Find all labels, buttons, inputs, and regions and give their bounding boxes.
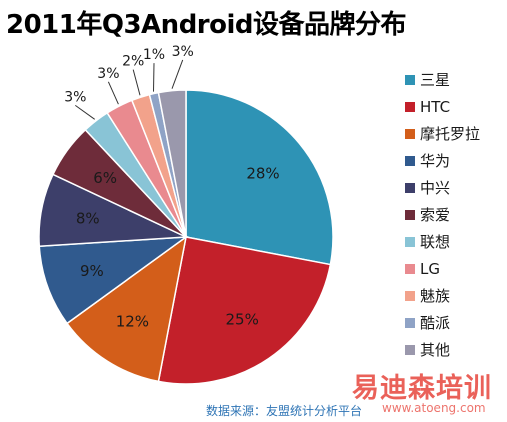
pie-chart: 28%25%12%9%8%6%3%3%2%1% 3% (38, 44, 334, 385)
leader-line-other (171, 59, 184, 89)
legend-label: 索爱 (420, 206, 451, 224)
legend-swatch (405, 128, 415, 139)
data-labels: 28%25%12%9%8%6%3%3%2%1% 3% (64, 44, 279, 330)
legend-label: 摩托罗拉 (420, 125, 481, 143)
legend-item-motorola: 摩托罗拉 (405, 120, 480, 147)
legend-item-samsung: 三星 (405, 66, 480, 93)
legend-swatch (405, 155, 415, 166)
legend-label: 其他 (420, 341, 451, 359)
pie-slice-samsung (185, 89, 334, 266)
data-label-zte: 8% (76, 209, 100, 227)
legend-swatch (405, 344, 415, 355)
legend-label: 中兴 (420, 179, 451, 197)
pie-slice-motorola (66, 235, 188, 383)
legend-item-htc: HTC (405, 93, 480, 120)
pie-slice-htc (157, 236, 332, 385)
legend-swatch (405, 290, 415, 301)
legend-item-meizu: 魅族 (405, 282, 480, 309)
legend-label: 三星 (420, 71, 451, 89)
legend-label: 魅族 (420, 287, 451, 305)
watermark-url: www.atoeng.com (382, 401, 486, 415)
pie-slice-other (157, 89, 187, 238)
legend-swatch (405, 101, 415, 112)
data-label-meizu: 2% (122, 54, 144, 70)
pie-slice-huawei (38, 236, 189, 325)
legend-item-other: 其他 (405, 336, 480, 363)
data-label-motorola: 12% (116, 312, 149, 330)
legend-swatch (405, 182, 415, 193)
legend-label: 酷派 (420, 314, 451, 332)
legend-swatch (405, 263, 415, 274)
leader-lines (75, 59, 184, 120)
data-label-htc: 25% (226, 311, 259, 329)
legend-swatch (405, 209, 415, 220)
legend-label: 华为 (420, 152, 451, 170)
leader-line-meizu (132, 69, 141, 96)
legend-item-sony-ericsson: 索爱 (405, 201, 480, 228)
data-label-lenovo: 3% (64, 89, 86, 105)
legend-item-lg: LG (405, 255, 480, 282)
watermark-logo: 易迪森培训 (352, 373, 492, 404)
legend-swatch (405, 74, 415, 85)
leader-line-coolpad (153, 63, 155, 92)
legend-label: LG (420, 259, 440, 278)
legend-label: HTC (420, 97, 451, 116)
data-label-coolpad: 1% (143, 47, 165, 63)
legend-item-huawei: 华为 (405, 147, 480, 174)
leader-line-lenovo (75, 104, 95, 120)
leader-line-lg (107, 81, 119, 105)
legend-item-lenovo: 联想 (405, 228, 480, 255)
legend-swatch (405, 236, 415, 247)
source-note: 数据来源：友盟统计分析平台 (206, 404, 363, 418)
chart-title: 2011年Q3Android设备品牌分布 (6, 10, 407, 40)
data-label-sony-ericsson: 6% (93, 169, 117, 187)
data-label-huawei: 9% (80, 262, 104, 280)
data-label-lg: 3% (97, 66, 119, 82)
data-label-samsung: 28% (246, 164, 279, 182)
legend-swatch (405, 317, 415, 328)
legend-item-coolpad: 酷派 (405, 309, 480, 336)
pie-slices (38, 89, 334, 385)
legend-item-zte: 中兴 (405, 174, 480, 201)
legend: 三星 HTC 摩托罗拉华为中兴索爱联想 LG 魅族酷派其他 (405, 66, 480, 363)
legend-label: 联想 (420, 233, 451, 251)
data-label-other: 3% (172, 44, 194, 60)
